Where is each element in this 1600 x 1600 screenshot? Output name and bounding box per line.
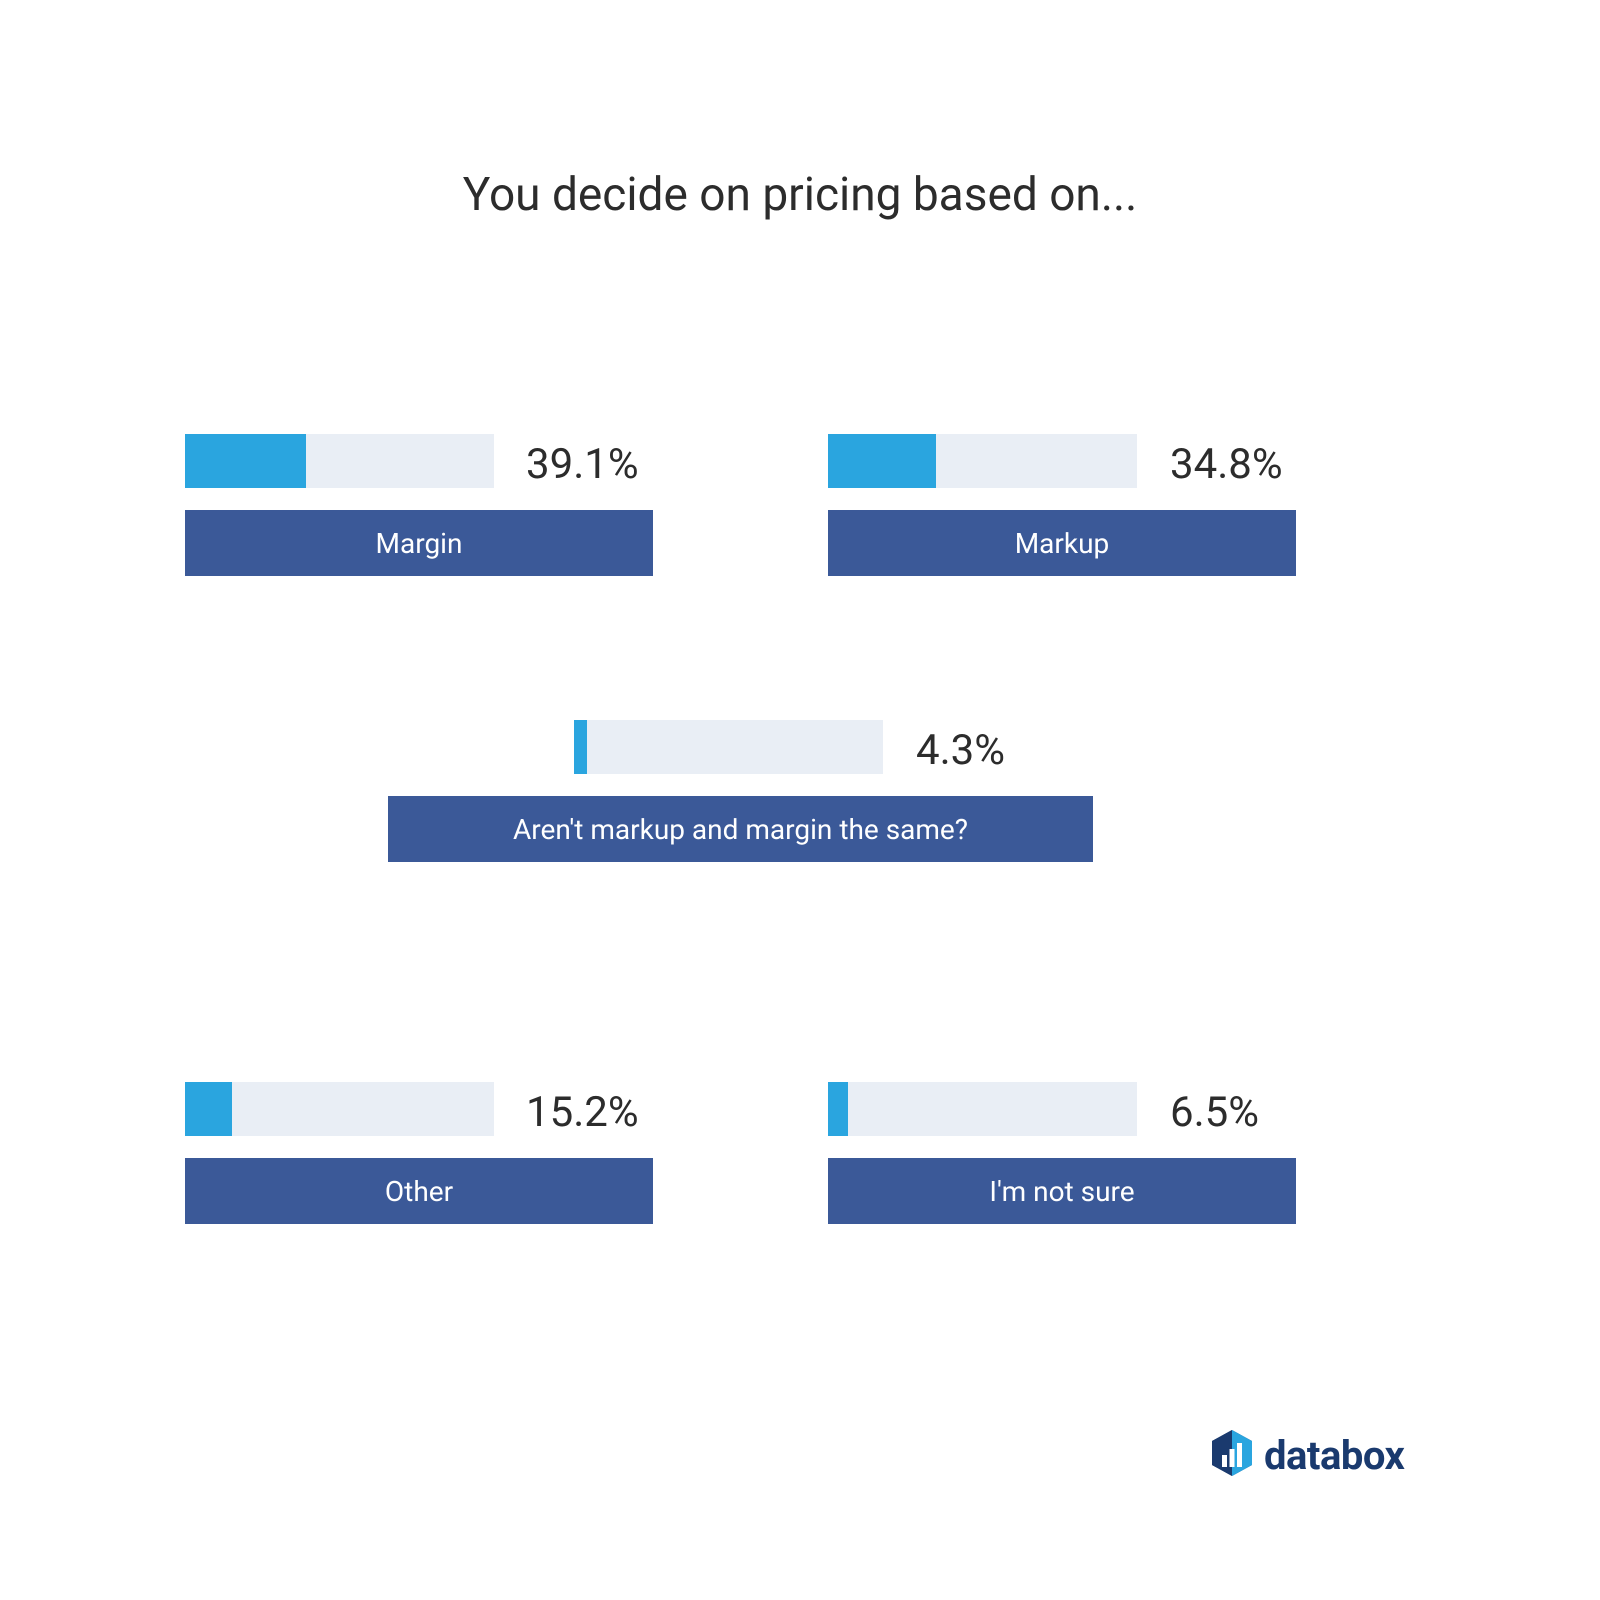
- bar-fill-margin: [185, 434, 306, 488]
- bar-fill-same: [574, 720, 587, 774]
- bar-fill-other: [185, 1082, 232, 1136]
- percent-notsure: 6.5%: [1170, 1088, 1259, 1137]
- percent-margin: 39.1%: [526, 440, 639, 489]
- bar-fill-notsure: [828, 1082, 848, 1136]
- label-same: Aren't markup and margin the same?: [388, 796, 1093, 862]
- label-markup: Markup: [828, 510, 1296, 576]
- bar-track-same: [574, 720, 883, 774]
- bar-track-notsure: [828, 1082, 1137, 1136]
- percent-markup: 34.8%: [1170, 440, 1283, 489]
- databox-logo: databox: [1210, 1428, 1404, 1482]
- bar-track-margin: [185, 434, 494, 488]
- databox-logo-icon: [1210, 1428, 1254, 1482]
- databox-logo-text: databox: [1264, 1432, 1404, 1479]
- label-notsure: I'm not sure: [828, 1158, 1296, 1224]
- percent-same: 4.3%: [916, 726, 1005, 775]
- bar-track-other: [185, 1082, 494, 1136]
- bar-fill-markup: [828, 434, 936, 488]
- label-margin: Margin: [185, 510, 653, 576]
- percent-other: 15.2%: [526, 1088, 639, 1137]
- chart-title: You decide on pricing based on...: [0, 168, 1600, 222]
- bar-track-markup: [828, 434, 1137, 488]
- label-other: Other: [185, 1158, 653, 1224]
